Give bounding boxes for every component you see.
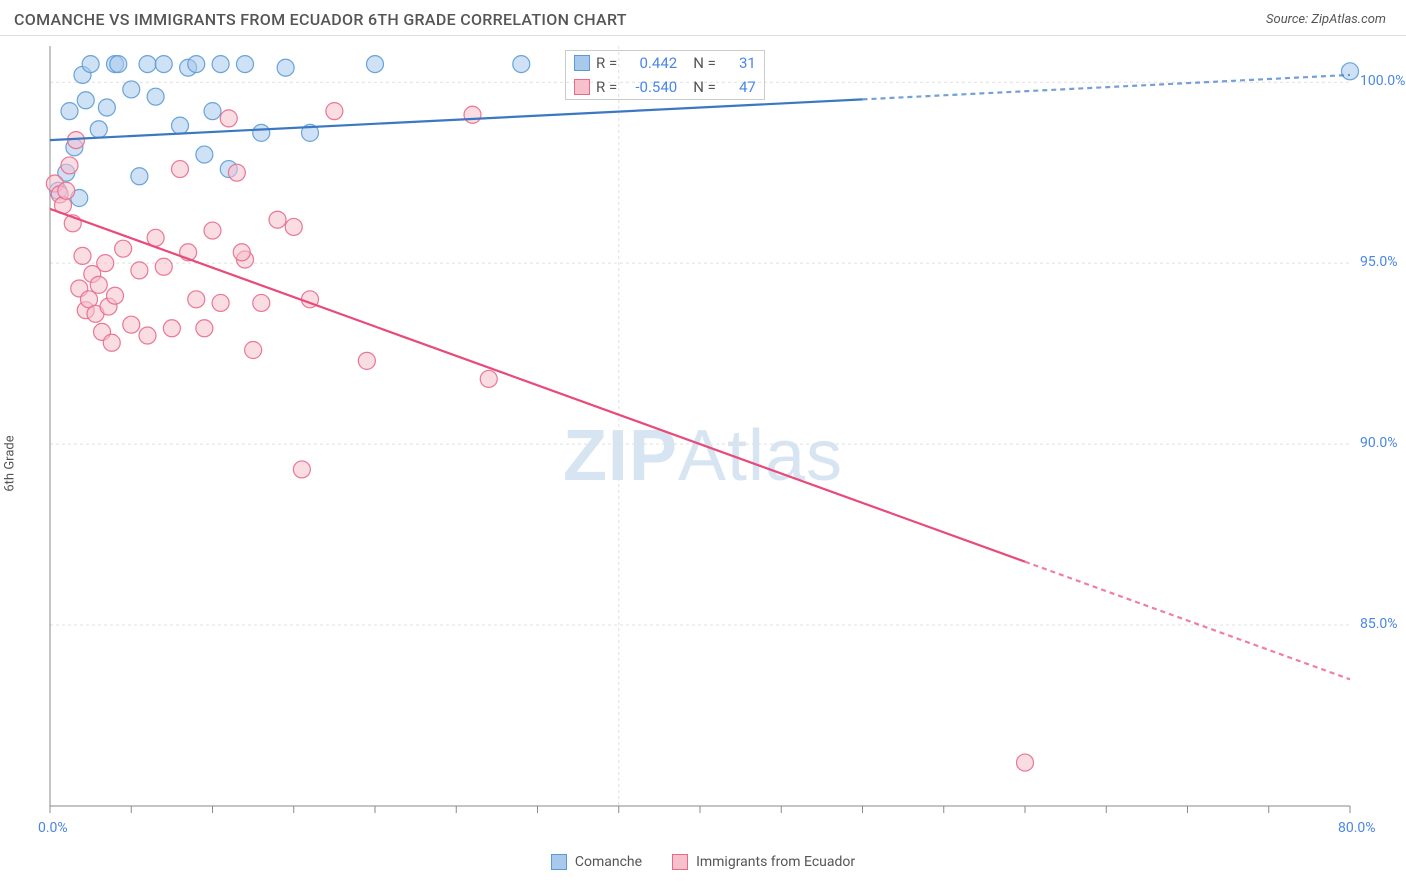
stats-swatch bbox=[574, 55, 590, 71]
stats-r-value: 0.442 bbox=[627, 54, 677, 72]
legend-swatch-comanche bbox=[551, 854, 567, 870]
legend-item-comanche: Comanche bbox=[551, 854, 642, 870]
legend-label-comanche: Comanche bbox=[575, 854, 642, 870]
stats-r-label: R = bbox=[596, 54, 617, 72]
y-tick-label: 95.0% bbox=[1360, 254, 1398, 270]
stats-r-label: R = bbox=[596, 78, 617, 96]
chart-area: 6th Grade ZIPAtlas 100.0%95.0%90.0%85.0%… bbox=[0, 36, 1406, 876]
x-tick-label: 0.0% bbox=[38, 820, 68, 836]
y-tick-label: 90.0% bbox=[1360, 435, 1398, 451]
y-tick-label: 100.0% bbox=[1360, 73, 1405, 89]
stats-n-label: N = bbox=[693, 78, 716, 96]
scatter-chart-svg bbox=[0, 36, 1406, 836]
y-tick-label: 85.0% bbox=[1360, 616, 1398, 632]
stats-n-label: N = bbox=[693, 54, 716, 72]
stats-n-value: 31 bbox=[726, 54, 756, 72]
legend-swatch-ecuador bbox=[672, 854, 688, 870]
source-label: Source: ZipAtlas.com bbox=[1266, 12, 1386, 27]
chart-header: COMANCHE VS IMMIGRANTS FROM ECUADOR 6TH … bbox=[0, 0, 1406, 36]
correlation-stats-box: R = 0.442 N = 31 R = -0.540 N = 47 bbox=[565, 50, 765, 100]
stats-swatch bbox=[574, 79, 590, 95]
stats-r-value: -0.540 bbox=[627, 78, 677, 96]
bottom-legend: Comanche Immigrants from Ecuador bbox=[0, 854, 1406, 870]
legend-label-ecuador: Immigrants from Ecuador bbox=[696, 854, 855, 870]
x-tick-label: 80.0% bbox=[1338, 820, 1376, 836]
stats-n-value: 47 bbox=[726, 78, 756, 96]
legend-item-ecuador: Immigrants from Ecuador bbox=[672, 854, 855, 870]
chart-title: COMANCHE VS IMMIGRANTS FROM ECUADOR 6TH … bbox=[14, 10, 627, 29]
stats-row: R = -0.540 N = 47 bbox=[566, 75, 764, 99]
stats-row: R = 0.442 N = 31 bbox=[566, 51, 764, 75]
